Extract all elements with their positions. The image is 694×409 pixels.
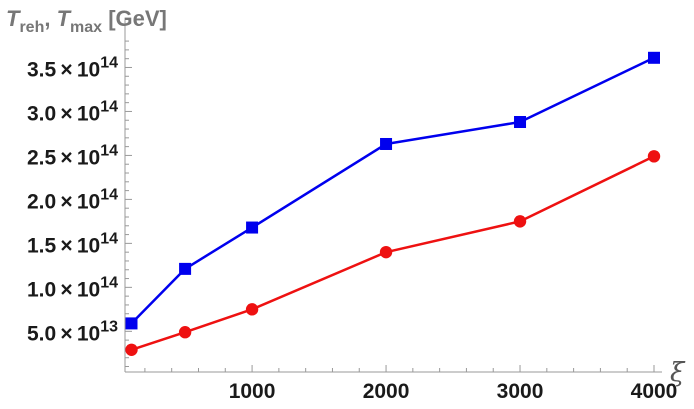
series-2-point	[245, 303, 259, 316]
x-axis-title: ξ	[670, 358, 686, 388]
axes	[124, 20, 662, 373]
y-tick-label: 1.0 × 1014	[27, 274, 118, 301]
y-tick-label: 1.5 × 1014	[27, 230, 118, 257]
y-ticks: 5.0 × 1013 1.0 × 1014 1.5 × 1014 2.0 × 1014…	[27, 40, 132, 368]
x-tick-label: 1000	[229, 380, 276, 403]
series-2-line	[131, 155, 655, 351]
y-tick-label: 3.5 × 1014	[27, 54, 118, 81]
series-layer	[125, 51, 661, 356]
y-tick-label: 3.0 × 1014	[27, 98, 118, 125]
y-tick-label: 5.0 × 1013	[27, 318, 118, 345]
series-1-point	[125, 317, 138, 330]
series-1-point	[179, 262, 192, 275]
x-ticks: 1000 2000 3000 4000	[144, 365, 678, 403]
series-2-point	[379, 245, 393, 259]
series-1-point	[514, 116, 527, 129]
y-tick-label: 2.5 × 1014	[27, 142, 118, 169]
series-1-line	[130, 56, 655, 325]
axis-titles: Treh, Tmax [GeV] ξ	[6, 6, 686, 388]
series-1-point	[246, 221, 259, 234]
series-2-point	[178, 326, 192, 339]
x-tick-label: 3000	[497, 380, 544, 403]
x-tick-label: 2000	[363, 380, 410, 403]
series-1-point	[648, 51, 660, 64]
y-tick-label: 2.0 × 1014	[27, 186, 118, 213]
series-1-point	[380, 137, 393, 150]
y-axis-title: Treh, Tmax [GeV]	[6, 6, 167, 36]
series-2-point	[513, 215, 527, 228]
series-2-point	[125, 343, 138, 356]
series-2-point	[647, 150, 661, 163]
x-tick-label: 4000	[631, 380, 678, 403]
